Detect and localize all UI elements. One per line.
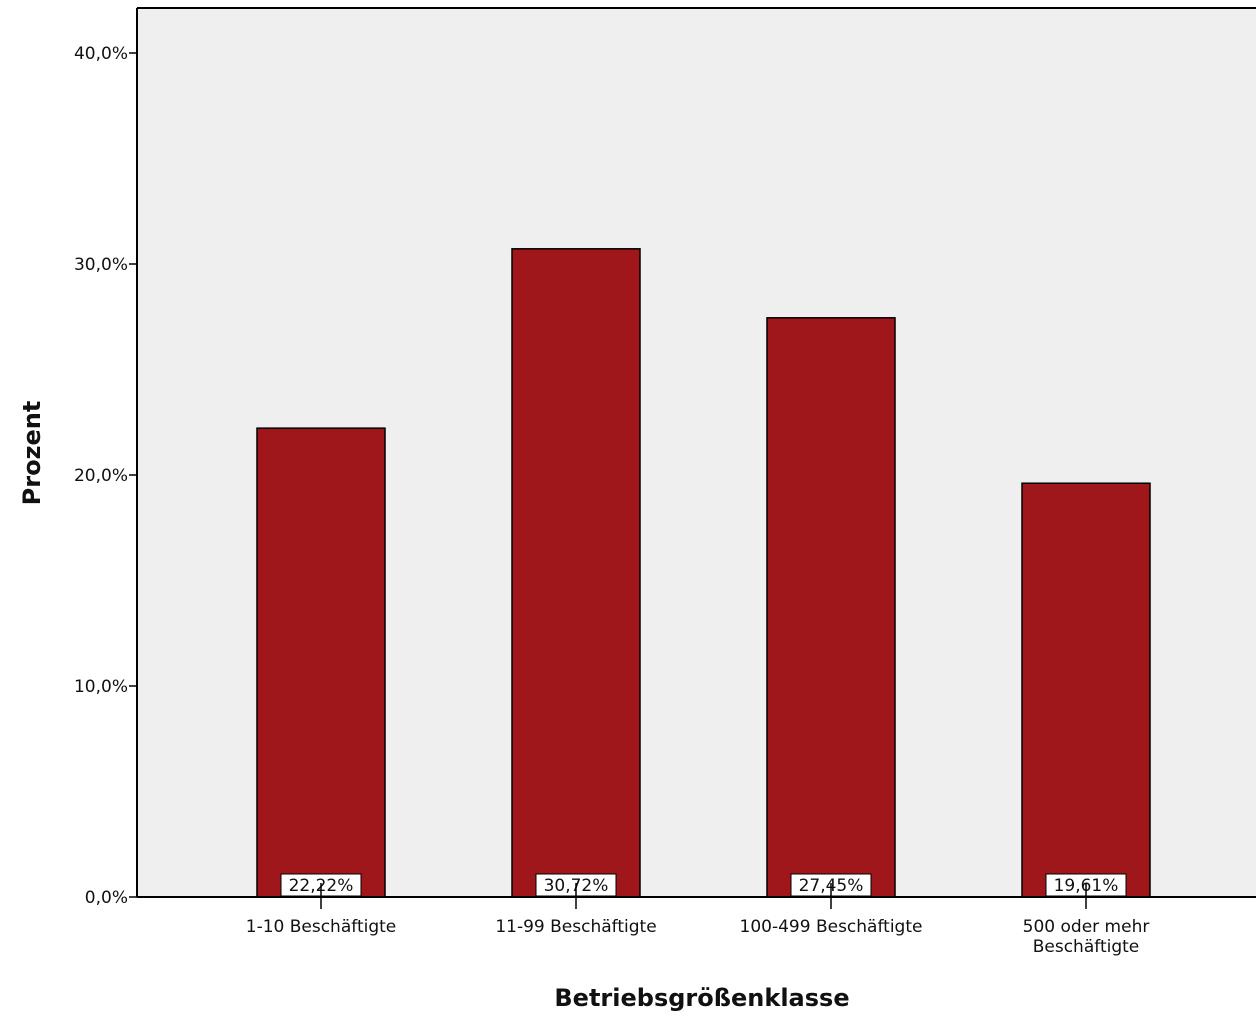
bar (766, 317, 896, 898)
bar (511, 248, 641, 898)
bars-group: 22,22% 30,72% 27,45% 19,61% (256, 248, 1151, 898)
x-axis-title: Betriebsgrößenklasse (554, 984, 849, 1012)
x-tick-label: 1-10 Beschäftigte (246, 917, 397, 937)
y-tick-label: 10,0% (74, 677, 128, 697)
y-axis: 0,0% 10,0% 20,0% 30,0% 40,0% (74, 8, 138, 908)
x-tick-label: 100-499 Beschäftigte (740, 917, 923, 937)
x-axis: 1-10 Beschäftigte 11-99 Beschäftigte 100-4… (137, 883, 1256, 957)
bar (256, 427, 386, 898)
y-tick-label: 40,0% (74, 44, 128, 64)
y-tick-label: 20,0% (74, 466, 128, 486)
y-axis-title: Prozent (18, 401, 46, 506)
y-tick-label: 30,0% (74, 255, 128, 275)
bar (1021, 482, 1151, 898)
x-tick-label: 11-99 Beschäftigte (495, 917, 656, 937)
y-tick-label: 0,0% (85, 888, 128, 908)
x-tick-label: 500 oder mehr Beschäftigte (1023, 917, 1150, 957)
